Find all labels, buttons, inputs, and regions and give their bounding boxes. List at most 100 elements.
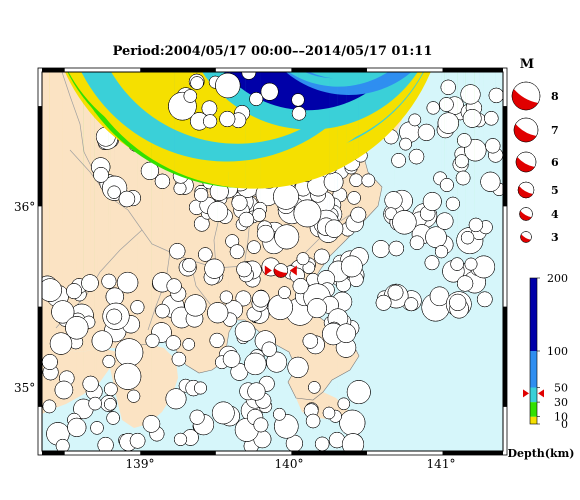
beachball	[454, 154, 469, 169]
beachball	[235, 290, 252, 307]
beachball	[184, 294, 207, 317]
beachball	[166, 72, 182, 294]
beachball	[460, 84, 481, 105]
depth-band	[530, 402, 537, 417]
beachball	[278, 286, 291, 299]
beachball	[260, 82, 279, 101]
map-frame	[41, 71, 504, 452]
beachball	[107, 72, 121, 199]
depth-scale-label: Depth(km)	[508, 447, 575, 460]
beachball	[340, 255, 363, 278]
beachball	[201, 100, 218, 117]
beachball	[182, 258, 197, 273]
beachball	[422, 192, 442, 211]
beachball	[215, 72, 241, 99]
beachball	[464, 257, 478, 271]
depth-band	[530, 278, 537, 351]
beachball	[127, 72, 375, 403]
magnitude-legend-item: 4	[519, 207, 559, 221]
magnitude-label: 7	[551, 124, 559, 137]
beachball	[183, 89, 198, 103]
beachball	[513, 117, 539, 143]
beachball	[308, 381, 321, 394]
magnitude-legend-item: 6	[515, 151, 559, 173]
beachball	[154, 72, 171, 189]
beachball	[335, 72, 357, 358]
magnitude-legend-item: 8	[511, 81, 559, 111]
beachball	[347, 191, 361, 205]
depth-tick-label: 100	[547, 345, 568, 358]
beachball	[302, 333, 319, 349]
beachball	[426, 101, 440, 115]
beachball	[249, 92, 264, 106]
beachball	[450, 257, 464, 271]
beachball	[42, 72, 263, 302]
beachball	[484, 111, 499, 126]
lon-label-140: 140°	[275, 457, 304, 471]
magnitude-legend-item: 3	[520, 231, 559, 244]
magnitude-label: 6	[551, 156, 559, 169]
beachball	[468, 217, 484, 233]
beachball	[346, 72, 371, 405]
depth-marker	[523, 389, 544, 398]
map-title: Period:2004/05/17 00:00––2014/05/17 01:1…	[112, 44, 433, 59]
beachball	[399, 137, 412, 151]
highlight-event[interactable]	[264, 263, 297, 278]
beachball	[387, 284, 404, 301]
beachball	[190, 112, 209, 131]
magnitude-label: 8	[551, 90, 559, 103]
beachball	[140, 161, 159, 180]
depth-tick-label: 30	[554, 396, 568, 409]
longitude-labels: 139° 140° 141°	[126, 457, 456, 471]
depth-tick-label: 200	[547, 272, 568, 285]
beachball	[219, 110, 236, 128]
beachball	[337, 397, 351, 411]
depth-band	[530, 416, 537, 424]
beachball	[296, 252, 310, 266]
beachball	[142, 72, 403, 433]
beachball	[434, 72, 449, 259]
beachball	[204, 258, 225, 279]
beachball	[155, 72, 251, 319]
magnitude-legend-item: 5	[517, 181, 559, 199]
lat-label-35: 35°	[14, 381, 35, 395]
beachball	[274, 224, 300, 250]
beachball	[436, 72, 454, 230]
beachball	[350, 206, 367, 223]
beachball	[219, 290, 233, 304]
beachball	[244, 352, 267, 376]
beachball	[392, 210, 417, 235]
beachball	[336, 323, 356, 343]
beachball	[517, 181, 535, 199]
beachball	[307, 298, 327, 319]
beachball	[130, 72, 264, 315]
beachball	[118, 190, 136, 208]
beachball	[409, 235, 425, 250]
beachball	[169, 243, 186, 260]
beachball	[511, 81, 541, 111]
highlight-marker-left	[264, 265, 272, 276]
beachball	[203, 114, 218, 129]
beachball	[101, 72, 241, 289]
beachball	[93, 167, 109, 183]
latitude-labels: 36° 35°	[14, 200, 35, 395]
beachball	[55, 72, 431, 451]
beachball	[515, 151, 537, 173]
beachball	[238, 211, 255, 228]
beachball	[440, 72, 456, 95]
beachball	[256, 224, 275, 243]
beachball	[460, 72, 475, 245]
beachball	[273, 263, 289, 278]
beachball	[229, 244, 245, 260]
beachball	[439, 97, 454, 112]
beachball	[81, 72, 251, 292]
beachball	[424, 255, 440, 271]
beachball	[437, 112, 459, 134]
beachball	[439, 72, 454, 192]
map-area[interactable]	[37, 0, 505, 455]
beachball	[445, 196, 460, 211]
beachball	[476, 291, 493, 308]
magnitude-legend: M 8 7 6 5 4 3	[511, 57, 559, 244]
